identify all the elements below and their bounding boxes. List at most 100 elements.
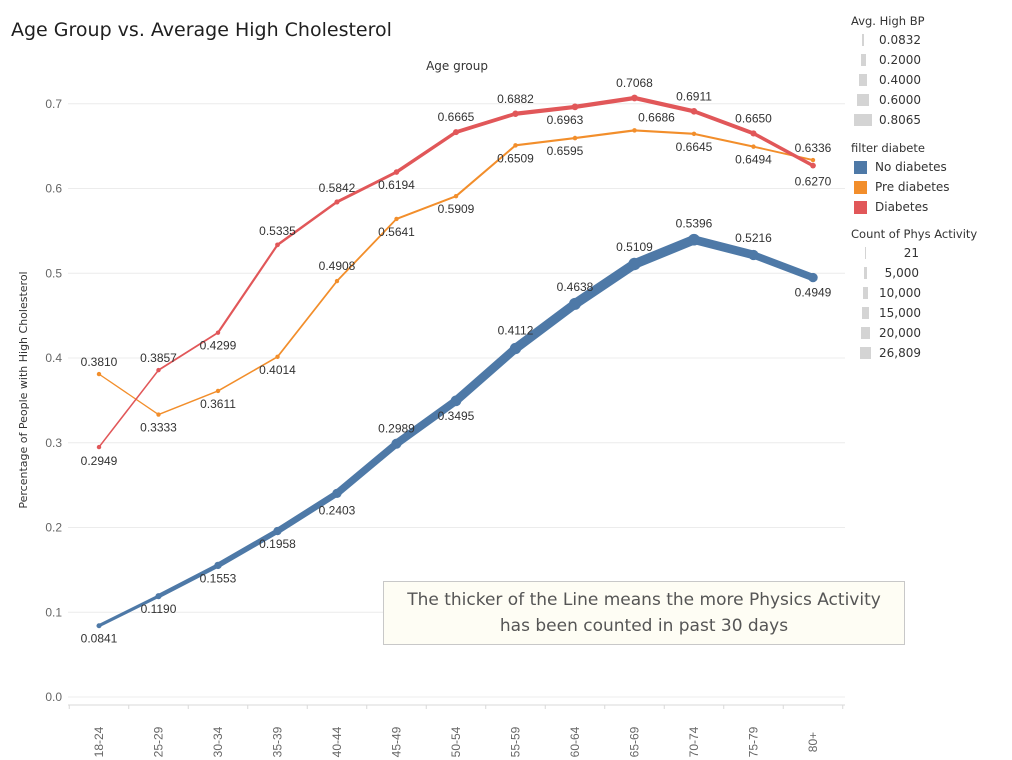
diabetes-data-label: 0.6650 xyxy=(735,111,772,125)
pre-diabetes-data-label: 0.6686 xyxy=(638,110,675,124)
bp-legend-row: 0.8065 xyxy=(851,110,925,130)
pre-diabetes-data-label: 0.6595 xyxy=(547,144,584,158)
y-tick-label: 0.4 xyxy=(45,351,62,365)
no-diabetes-line-segment xyxy=(274,490,341,535)
bp-legend-label: 0.4000 xyxy=(879,73,921,87)
pre-diabetes-point xyxy=(632,128,637,133)
diabetes-point xyxy=(690,108,698,115)
color-swatch xyxy=(854,180,867,194)
pre-diabetes-data-label: 0.6645 xyxy=(676,140,713,154)
pre-diabetes-point xyxy=(96,371,102,377)
no-diabetes-data-label: 0.0841 xyxy=(81,632,118,646)
x-tick-label: 75-79 xyxy=(747,726,761,757)
diabetes-legend-row: No diabetes xyxy=(851,157,950,177)
diabetes-legend-label: No diabetes xyxy=(875,160,947,174)
diabetes-line-segment xyxy=(513,104,578,116)
x-tick-label: 55-59 xyxy=(509,726,523,757)
activity-legend-label: 15,000 xyxy=(879,306,921,320)
pre-diabetes-line-segment xyxy=(217,356,279,392)
bp-legend-row: 0.2000 xyxy=(851,50,925,70)
y-tick-label: 0.0 xyxy=(45,690,62,704)
diabetes-data-label: 0.6270 xyxy=(795,175,832,189)
activity-legend-title: Count of Phys Activity xyxy=(851,227,978,241)
diabetes-line-segment xyxy=(751,131,815,168)
y-tick-label: 0.7 xyxy=(45,97,62,111)
x-axis-title: Age group xyxy=(426,59,488,73)
x-tick-label: 35-39 xyxy=(271,726,285,757)
activity-legend-label: 10,000 xyxy=(879,286,921,300)
no-diabetes-data-label: 0.4638 xyxy=(557,280,594,294)
diabetes-legend: filter diabete No diabetes Pre diabetes Di… xyxy=(851,141,950,217)
no-diabetes-data-label: 0.1553 xyxy=(200,571,237,585)
diabetes-data-label: 0.5335 xyxy=(259,224,296,238)
pre-diabetes-line-segment xyxy=(514,137,577,147)
diabetes-line-segment xyxy=(454,111,518,135)
diabetes-point xyxy=(512,110,519,117)
size-swatch xyxy=(859,347,871,359)
bp-legend-row: 0.6000 xyxy=(851,90,925,110)
diabetes-line-segment xyxy=(572,95,637,110)
y-tick-label: 0.5 xyxy=(45,266,62,280)
size-swatch xyxy=(860,327,870,339)
diabetes-line-segment xyxy=(157,331,219,372)
pre-diabetes-line-segment xyxy=(157,390,219,416)
pre-diabetes-line-segment xyxy=(752,145,814,161)
diabetes-legend-row: Pre diabetes xyxy=(851,177,950,197)
no-diabetes-line-segment xyxy=(215,528,281,569)
pre-diabetes-data-label: 0.5909 xyxy=(438,202,475,216)
no-diabetes-point xyxy=(155,593,162,600)
pre-diabetes-point xyxy=(215,388,221,394)
diabetes-point xyxy=(334,199,340,205)
activity-legend-row: 26,809 xyxy=(851,343,977,363)
activity-legend-row: 10,000 xyxy=(851,283,977,303)
y-axis-title: Percentage of People with High Cholester… xyxy=(17,271,30,508)
diabetes-data-label: 0.2949 xyxy=(81,454,118,468)
diabetes-point xyxy=(215,330,221,335)
activity-legend-label: 5,000 xyxy=(884,266,919,280)
y-tick-label: 0.3 xyxy=(45,436,62,450)
size-swatch xyxy=(864,247,866,259)
activity-legend-row: 20,000 xyxy=(851,323,977,343)
color-swatch xyxy=(854,200,867,214)
diabetes-point xyxy=(96,444,102,450)
bp-legend-title: Avg. High BP xyxy=(851,14,925,28)
activity-legend-row: 21 xyxy=(851,243,977,263)
no-diabetes-data-label: 0.3495 xyxy=(438,409,475,423)
diabetes-data-label: 0.6194 xyxy=(378,178,415,192)
activity-legend-row: 5,000 xyxy=(851,263,977,283)
no-diabetes-data-label: 0.2403 xyxy=(319,503,356,517)
no-diabetes-line-segment xyxy=(749,251,817,282)
bp-legend: Avg. High BP 0.0832 0.2000 0.4000 0.6000 0.8… xyxy=(851,14,925,130)
activity-legend-row: 15,000 xyxy=(851,303,977,323)
y-tick-label: 0.1 xyxy=(45,605,62,619)
no-diabetes-line-segment xyxy=(570,259,640,309)
pre-diabetes-line-segment xyxy=(395,195,457,220)
pre-diabetes-point xyxy=(453,194,459,199)
pre-diabetes-point xyxy=(751,144,756,149)
no-diabetes-line-segment xyxy=(392,396,461,448)
size-swatch xyxy=(860,54,866,66)
diabetes-line-segment xyxy=(98,369,160,448)
no-diabetes-data-label: 0.2989 xyxy=(378,422,415,436)
no-diabetes-point xyxy=(391,438,402,449)
no-diabetes-line-segment xyxy=(689,235,758,260)
no-diabetes-line-segment xyxy=(333,440,401,498)
diabetes-point xyxy=(750,130,757,137)
x-tick-label: 45-49 xyxy=(390,726,404,757)
x-tick-label: 18-24 xyxy=(92,726,106,757)
diabetes-data-label: 0.6911 xyxy=(676,89,712,103)
diabetes-line-segment xyxy=(394,130,458,174)
diabetes-data-label: 0.3857 xyxy=(140,351,177,365)
activity-legend-label: 26,809 xyxy=(879,346,921,360)
annotation-box: The thicker of the Line means the more P… xyxy=(383,581,905,645)
pre-diabetes-data-label: 0.6509 xyxy=(497,151,534,165)
pre-diabetes-line-segment xyxy=(276,280,338,358)
annotation-line-2: has been counted in past 30 days xyxy=(499,616,789,636)
diabetes-data-label: 0.5842 xyxy=(319,181,356,195)
no-diabetes-line-segment xyxy=(451,344,520,406)
bp-legend-label: 0.8065 xyxy=(879,113,921,127)
diabetes-legend-items: No diabetes Pre diabetes Diabetes xyxy=(851,157,950,217)
pre-diabetes-point xyxy=(334,278,340,284)
diabetes-line-segment xyxy=(276,200,339,247)
no-diabetes-point xyxy=(214,561,222,570)
